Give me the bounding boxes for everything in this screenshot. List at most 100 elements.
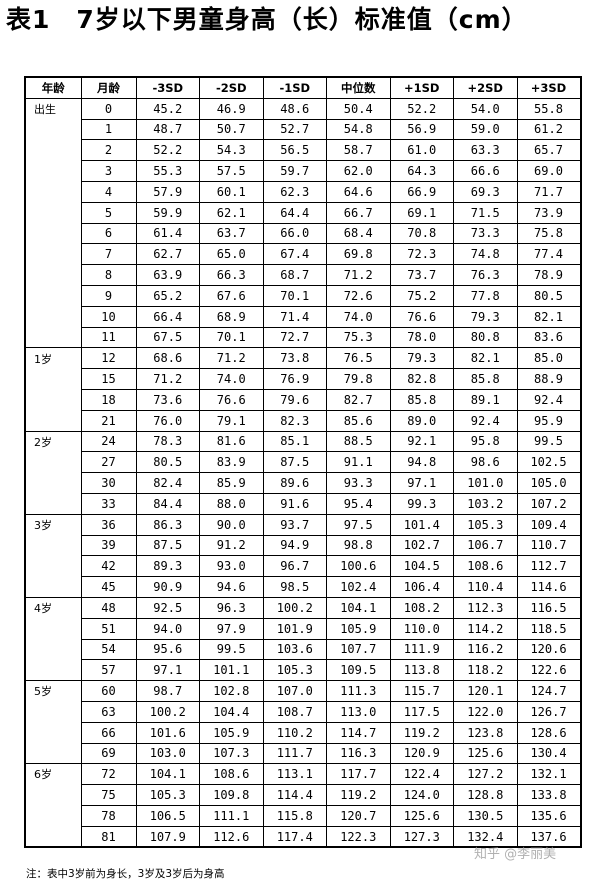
cell-minus2sd: 46.9 <box>199 97 264 120</box>
cell-minus3sd: 105.3 <box>135 784 200 806</box>
cell-plus1sd: 73.7 <box>389 264 454 286</box>
cell-median: 82.7 <box>326 388 391 411</box>
cell-plus1sd: 76.6 <box>389 305 454 328</box>
table-row: 21 76.0 79.1 82.3 85.6 89.0 92.4 95.9 <box>24 409 581 432</box>
cell-minus3sd: 87.5 <box>135 534 200 557</box>
cell-plus2sd: 85.8 <box>453 368 518 390</box>
cell-plus3sd: 132.1 <box>516 763 581 786</box>
cell-age <box>24 119 82 140</box>
cell-plus3sd: 122.6 <box>516 659 581 682</box>
cell-month: 42 <box>80 555 137 578</box>
cell-plus1sd: 85.8 <box>389 388 454 411</box>
cell-minus1sd: 68.7 <box>262 264 327 286</box>
cell-plus3sd: 85.0 <box>516 347 581 370</box>
cell-median: 66.7 <box>326 201 391 224</box>
cell-minus1sd: 64.4 <box>262 201 327 224</box>
cell-minus1sd: 113.1 <box>262 763 327 786</box>
cell-minus2sd: 81.6 <box>199 430 264 453</box>
cell-plus1sd: 117.5 <box>389 700 454 723</box>
cell-minus3sd: 95.6 <box>135 638 200 661</box>
cell-month: 21 <box>80 409 137 432</box>
cell-minus1sd: 117.4 <box>262 825 327 848</box>
cell-plus3sd: 80.5 <box>516 284 581 307</box>
cell-median: 116.3 <box>326 742 391 765</box>
cell-plus1sd: 97.1 <box>389 472 454 494</box>
cell-median: 74.0 <box>326 305 391 328</box>
cell-plus3sd: 130.4 <box>516 742 581 765</box>
header-age: 年龄 <box>24 76 82 99</box>
cell-minus3sd: 94.0 <box>135 617 200 640</box>
cell-month: 33 <box>80 492 137 515</box>
cell-median: 91.1 <box>326 451 391 474</box>
cell-plus2sd: 89.1 <box>453 388 518 411</box>
table-row: 63 100.2 104.4 108.7 113.0 117.5 122.0 126.7 <box>24 700 581 723</box>
cell-minus3sd: 101.6 <box>135 721 200 744</box>
cell-minus3sd: 103.0 <box>135 742 200 765</box>
cell-minus3sd: 89.3 <box>135 555 200 578</box>
header-minus3sd: -3SD <box>135 76 200 99</box>
cell-minus1sd: 70.1 <box>262 284 327 307</box>
cell-plus3sd: 112.7 <box>516 555 581 578</box>
cell-plus1sd: 92.1 <box>389 430 454 453</box>
cell-age <box>24 202 82 224</box>
cell-age: 6岁 <box>24 763 82 785</box>
cell-minus3sd: 62.7 <box>135 243 200 266</box>
cell-minus3sd: 98.7 <box>135 680 200 702</box>
cell-minus2sd: 79.1 <box>199 409 264 432</box>
cell-minus3sd: 52.2 <box>135 139 200 162</box>
cell-plus3sd: 107.2 <box>516 492 581 515</box>
cell-age <box>24 410 82 432</box>
cell-median: 122.3 <box>326 825 391 848</box>
cell-plus2sd: 128.8 <box>453 784 518 806</box>
cell-plus2sd: 98.6 <box>453 451 518 474</box>
cell-minus2sd: 65.0 <box>199 243 264 266</box>
table-row: 66 101.6 105.9 110.2 114.7 119.2 123.8 128.6 <box>24 721 581 744</box>
cell-minus3sd: 82.4 <box>135 472 200 494</box>
cell-minus1sd: 91.6 <box>262 492 327 515</box>
cell-minus2sd: 74.0 <box>199 368 264 390</box>
cell-minus1sd: 48.6 <box>262 97 327 120</box>
cell-plus1sd: 69.1 <box>389 201 454 224</box>
cell-minus3sd: 100.2 <box>135 700 200 723</box>
cell-plus1sd: 78.0 <box>389 326 454 349</box>
cell-month: 66 <box>80 721 137 744</box>
cell-plus1sd: 89.0 <box>389 409 454 432</box>
cell-median: 72.6 <box>326 284 391 307</box>
cell-month: 24 <box>80 430 137 453</box>
table-row: 9 65.2 67.6 70.1 72.6 75.2 77.8 80.5 <box>24 284 581 307</box>
cell-age <box>24 639 82 660</box>
cell-plus2sd: 59.0 <box>453 118 518 141</box>
cell-age <box>24 784 82 806</box>
cell-age <box>24 493 82 515</box>
cell-minus2sd: 94.6 <box>199 576 264 598</box>
cell-median: 76.5 <box>326 347 391 370</box>
cell-minus3sd: 71.2 <box>135 368 200 390</box>
cell-month: 10 <box>80 305 137 328</box>
cell-plus3sd: 75.8 <box>516 222 581 245</box>
cell-minus3sd: 65.2 <box>135 284 200 307</box>
cell-minus1sd: 85.1 <box>262 430 327 453</box>
cell-plus3sd: 61.2 <box>516 118 581 141</box>
cell-minus1sd: 72.7 <box>262 326 327 349</box>
cell-minus1sd: 94.9 <box>262 534 327 557</box>
cell-minus3sd: 45.2 <box>135 97 200 120</box>
cell-age <box>24 826 82 848</box>
cell-age <box>24 139 82 161</box>
cell-plus1sd: 122.4 <box>389 763 454 786</box>
cell-minus3sd: 104.1 <box>135 763 200 786</box>
cell-median: 79.8 <box>326 368 391 390</box>
cell-median: 93.3 <box>326 472 391 494</box>
table-row: 4岁 48 92.5 96.3 100.2 104.1 108.2 112.3 116.5 <box>24 596 581 619</box>
cell-plus3sd: 55.8 <box>516 97 581 120</box>
table-row: 1 48.7 50.7 52.7 54.8 56.9 59.0 61.2 <box>24 118 581 141</box>
cell-plus2sd: 112.3 <box>453 596 518 619</box>
cell-plus2sd: 108.6 <box>453 555 518 578</box>
cell-minus1sd: 105.3 <box>262 659 327 682</box>
cell-minus1sd: 103.6 <box>262 638 327 661</box>
cell-median: 97.5 <box>326 513 391 536</box>
cell-plus1sd: 108.2 <box>389 596 454 619</box>
cell-minus1sd: 96.7 <box>262 555 327 578</box>
table-row: 75 105.3 109.8 114.4 119.2 124.0 128.8 133.8 <box>24 784 581 806</box>
cell-age <box>24 805 82 827</box>
cell-plus2sd: 95.8 <box>453 430 518 453</box>
